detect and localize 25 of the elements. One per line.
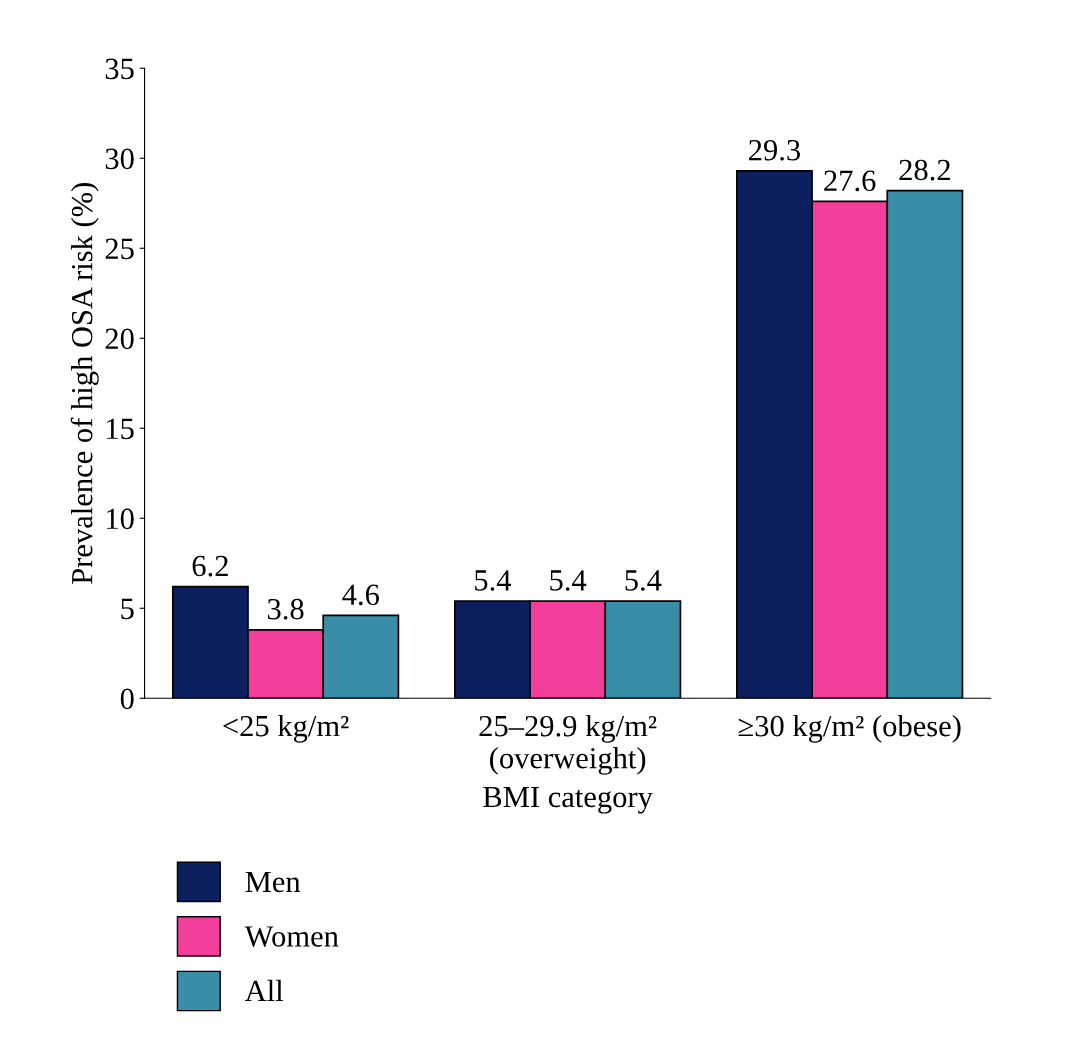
data-label: 5.4 <box>625 570 662 591</box>
y-tick-label: 30 <box>105 148 134 170</box>
data-label: 4.6 <box>342 584 379 606</box>
data-label: 5.4 <box>475 570 512 591</box>
y-tick-label: 10 <box>107 508 134 530</box>
y-tick-label: 25 <box>105 238 134 260</box>
data-label: 6.2 <box>192 555 228 577</box>
data-label: 5.4 <box>550 570 587 591</box>
x-tick-label: <25 kg/m² <box>223 714 349 743</box>
y-axis-title: Prevalence of high OSA risk (%) <box>70 183 99 584</box>
y-tick-label: 5 <box>121 598 134 620</box>
legend-label: Women <box>244 926 339 947</box>
data-label: 27.6 <box>824 170 876 192</box>
legend-label: Men <box>245 871 301 893</box>
legend-label: All <box>244 979 284 1001</box>
x-tick-label: ≥30 kg/m² (obese) <box>738 714 961 743</box>
y-tick-label: 20 <box>105 328 134 350</box>
data-label: 3.8 <box>267 598 304 620</box>
x-axis-title: BMI category <box>483 786 653 814</box>
x-tick-label: 25–29.9 kg/m² (overweight) <box>479 714 657 775</box>
y-tick-label: 0 <box>120 688 134 710</box>
data-label: 28.2 <box>899 159 950 181</box>
y-tick-label: 35 <box>105 58 134 80</box>
data-label: 29.3 <box>749 139 800 161</box>
y-tick-label: 15 <box>107 418 134 440</box>
